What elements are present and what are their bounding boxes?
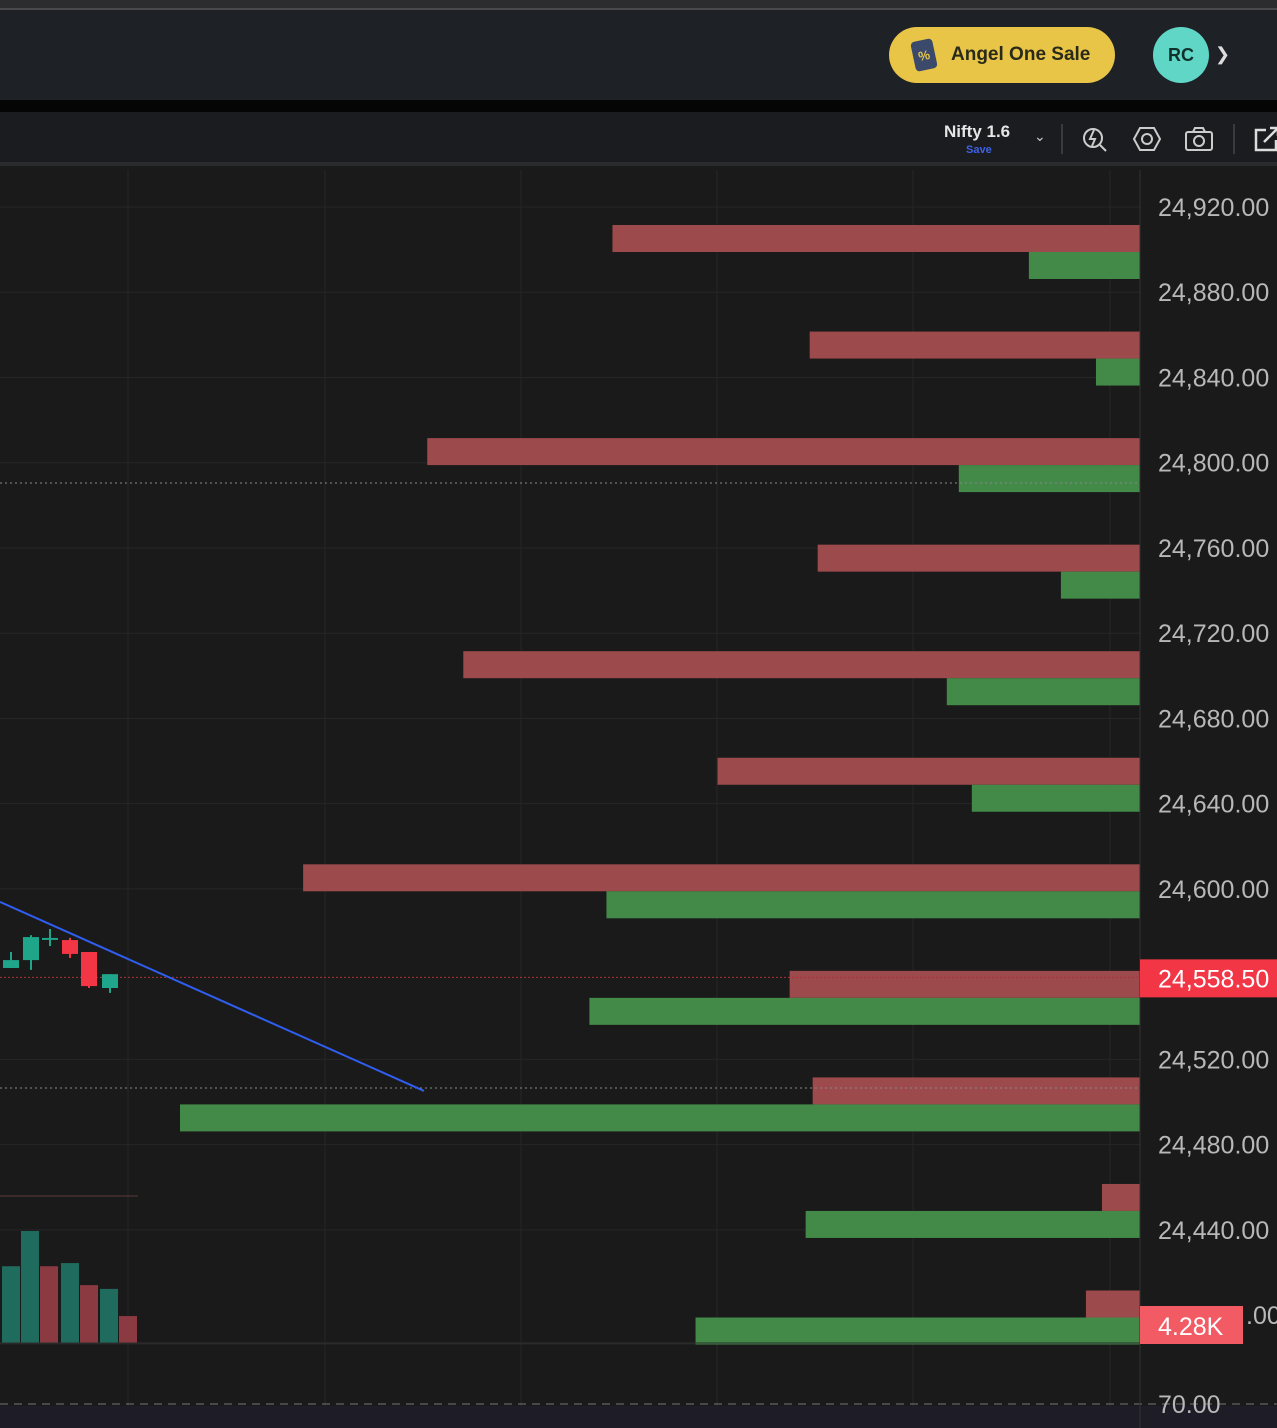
- volume-bar: [80, 1285, 98, 1343]
- price-tick-label: .00: [1246, 1302, 1277, 1330]
- layout-name[interactable]: Nifty 1.6: [944, 122, 1011, 141]
- volume-badge: [1140, 1306, 1243, 1344]
- volume-label: 4.28K: [1158, 1313, 1224, 1341]
- volume-bar: [40, 1266, 58, 1343]
- sale-label: Angel One Sale: [951, 44, 1091, 65]
- chevron-down-icon[interactable]: ❯: [1215, 44, 1231, 64]
- candle-body: [62, 940, 78, 954]
- price-tick-label: 24,600.00: [1158, 876, 1269, 904]
- volume-bar: [2, 1266, 20, 1343]
- buy-volume-bar: [1095, 358, 1140, 386]
- volume-bar: [21, 1231, 39, 1343]
- toolbar-divider: [1233, 124, 1235, 154]
- sell-volume-bar: [812, 1077, 1140, 1105]
- price-tick-label: 24,840.00: [1158, 364, 1269, 392]
- buy-volume-bar: [971, 784, 1140, 812]
- quick-search-icon[interactable]: [1080, 124, 1110, 154]
- popout-icon[interactable]: [1252, 124, 1277, 154]
- divider: [0, 100, 1277, 112]
- candle-body: [3, 960, 19, 968]
- toolbar-divider: [1061, 124, 1063, 154]
- trendline: [0, 901, 425, 1092]
- buy-volume-bar: [589, 997, 1140, 1025]
- volume-bar: [119, 1316, 137, 1343]
- camera-icon[interactable]: [1184, 124, 1214, 154]
- volume-bar: [61, 1263, 79, 1343]
- buy-volume-bar: [1028, 252, 1140, 279]
- layout-chevron-down-icon[interactable]: ⌄: [1034, 128, 1046, 144]
- candle-body: [42, 937, 58, 940]
- angel-one-sale-button[interactable]: % Angel One Sale: [889, 27, 1115, 83]
- buy-volume-bar: [180, 1104, 1140, 1132]
- price-tick-label: 24,800.00: [1158, 450, 1269, 478]
- candle-body: [102, 974, 118, 989]
- buy-volume-bar: [946, 678, 1140, 706]
- price-tick-label: 24,440.00: [1158, 1217, 1269, 1245]
- sale-tag-icon: %: [910, 38, 938, 72]
- price-tick-label: 24,520.00: [1158, 1046, 1269, 1074]
- sell-volume-bar: [817, 544, 1140, 572]
- buy-volume-bar: [695, 1317, 1140, 1345]
- price-tick-label: 24,680.00: [1158, 705, 1269, 733]
- price-tick-label: 24,480.00: [1158, 1132, 1269, 1160]
- sell-volume-bar: [303, 864, 1140, 892]
- save-link[interactable]: Save: [966, 144, 992, 156]
- sell-volume-bar: [612, 225, 1140, 252]
- sell-volume-bar: [1085, 1290, 1140, 1318]
- user-avatar[interactable]: RC: [1153, 27, 1209, 83]
- price-chart[interactable]: 24,920.00 24,880.00 24,840.00 24,800.00 24,7…: [0, 170, 1277, 1428]
- lower-axis-label: 70.00: [1158, 1391, 1221, 1419]
- buy-volume-bar: [805, 1210, 1140, 1238]
- price-tick-label: 24,920.00: [1158, 194, 1269, 222]
- price-tick-label: 24,880.00: [1158, 279, 1269, 307]
- bottom-pane: [0, 1406, 1277, 1428]
- current-price-label: 24,558.50: [1158, 965, 1269, 993]
- sell-volume-bar: [717, 757, 1140, 785]
- buy-volume-bar: [958, 465, 1140, 493]
- buy-volume-bar: [606, 891, 1140, 919]
- candle-body: [81, 951, 97, 987]
- window-top-border: [0, 0, 1277, 10]
- candle-body: [23, 937, 39, 961]
- current-price-badge: [1140, 959, 1277, 998]
- buy-volume-bar: [1060, 571, 1140, 599]
- chart-toolbar: Nifty 1.6 Save ⌄: [0, 112, 1277, 166]
- sell-volume-bar: [427, 438, 1140, 466]
- settings-icon[interactable]: [1132, 124, 1162, 154]
- app-header: % Angel One Sale RC ❯: [0, 10, 1277, 100]
- sell-volume-bar: [809, 331, 1140, 359]
- sell-volume-bar: [1101, 1183, 1140, 1211]
- price-tick-label: 24,760.00: [1158, 535, 1269, 563]
- sell-volume-bar: [789, 970, 1140, 998]
- volume-bar: [100, 1288, 118, 1343]
- price-tick-label: 24,720.00: [1158, 620, 1269, 648]
- price-tick-label: 24,640.00: [1158, 791, 1269, 819]
- sell-volume-bar: [463, 651, 1140, 679]
